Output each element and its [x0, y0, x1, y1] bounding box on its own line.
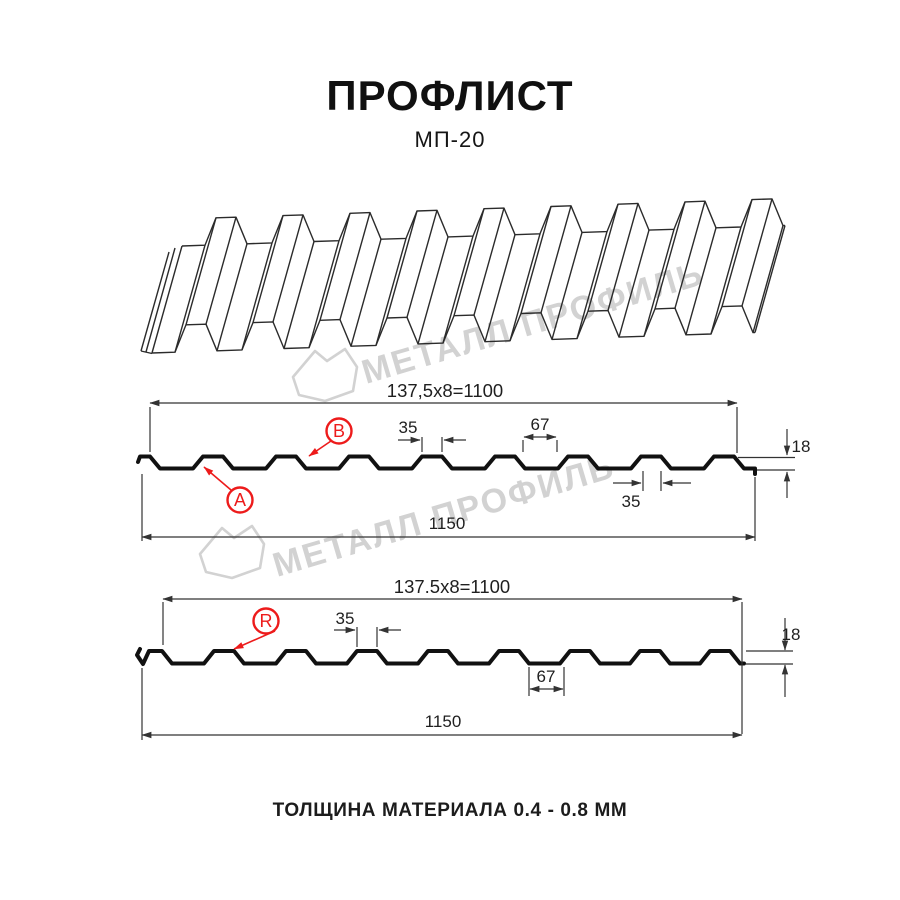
callout-a: A	[203, 466, 254, 514]
sheet-front-edge	[151, 305, 756, 354]
dim-crest-35-bottom: 35	[613, 479, 691, 511]
dim-value: 18	[782, 625, 801, 644]
dim-value: 137.5x8=1100	[394, 576, 510, 597]
dim-module-width-top: 137.5x8=1100	[162, 576, 743, 603]
sheet-cut-edge	[140, 247, 176, 355]
sheet-3d-view	[140, 198, 786, 355]
callout-letter: B	[333, 421, 345, 441]
brand-logo-icon	[198, 524, 266, 580]
callout-circle	[325, 417, 353, 445]
brand-logo-icon	[291, 347, 359, 403]
dim-value: 18	[792, 437, 811, 456]
callout-circle	[252, 607, 280, 635]
dim-total-width: 1150	[141, 514, 756, 541]
dim-height-18: 18	[783, 429, 811, 498]
dim-crest-35-top: 35	[398, 418, 466, 444]
profile-outline	[135, 647, 746, 666]
dim-valley-67: 67	[529, 667, 564, 693]
sheet-back-edge	[181, 198, 786, 247]
extension-lines	[141, 407, 795, 541]
page-subtitle: МП-20	[414, 127, 486, 152]
dim-value: 35	[622, 492, 641, 511]
dim-value: 35	[336, 609, 355, 628]
extension-lines	[141, 602, 793, 740]
dim-valley-67: 67	[523, 415, 557, 441]
dim-total-width: 1150	[141, 712, 743, 739]
callout-b: B	[308, 417, 353, 457]
dim-value: 67	[531, 415, 550, 434]
callout-letter: R	[260, 611, 273, 631]
dim-value: 67	[537, 667, 556, 686]
page-title: ПРОФЛИСТ	[326, 72, 574, 119]
material-thickness-note: ТОЛЩИНА МАТЕРИАЛА 0.4 - 0.8 ММ	[272, 800, 628, 821]
profile-outline	[136, 454, 757, 476]
dim-value: 35	[399, 418, 418, 437]
dim-value: 1150	[429, 514, 466, 533]
callout-circle	[226, 486, 254, 514]
callout-r: R	[233, 607, 280, 650]
profile-section-r: 137.5x8=1100 35 67 18 1150	[135, 576, 801, 740]
dim-height-18: 18	[782, 618, 801, 697]
dim-value: 137,5x8=1100	[387, 380, 503, 401]
callout-letter: A	[234, 490, 246, 510]
dim-value: 1150	[425, 712, 462, 731]
dim-crest-35: 35	[334, 609, 401, 634]
dim-module-width-top: 137,5x8=1100	[149, 380, 738, 407]
rib-edges	[151, 198, 786, 354]
sheet-3d-surface	[152, 198, 785, 353]
profile-section-ab: 137,5x8=1100 35 67 35	[136, 380, 811, 541]
